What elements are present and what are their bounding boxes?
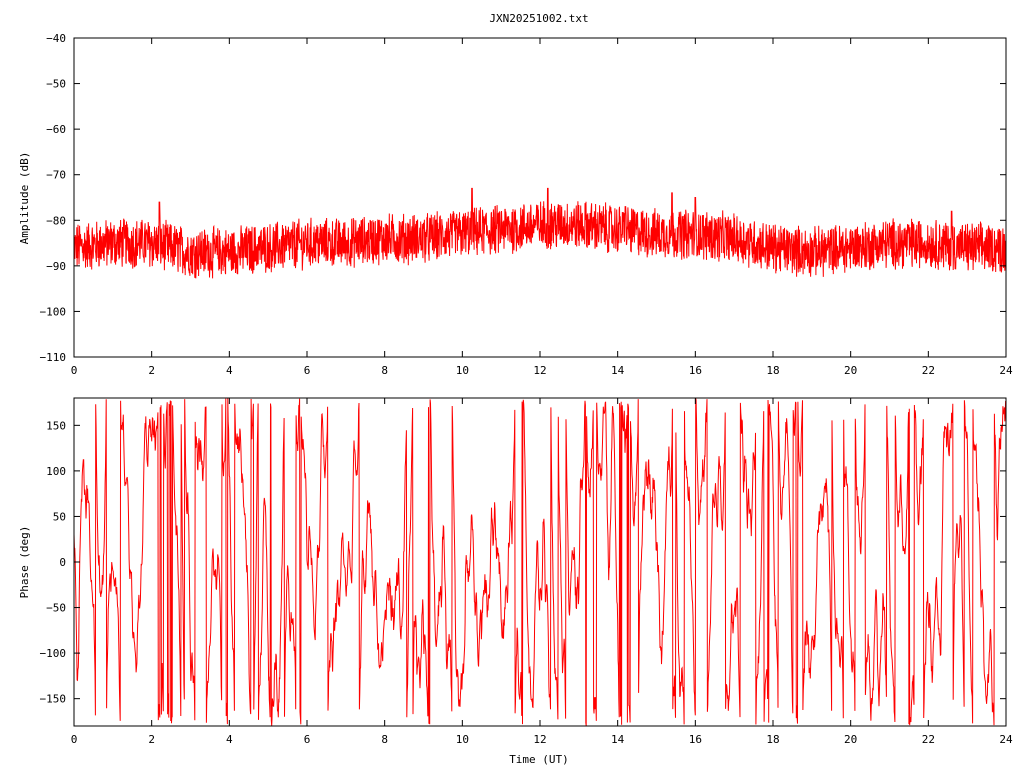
phase-x-tick-label: 16 — [689, 733, 702, 746]
amplitude-x-tick-label: 16 — [689, 364, 702, 377]
amplitude-x-tick-label: 14 — [611, 364, 625, 377]
amplitude-series — [73, 187, 1007, 279]
phase-x-tick-label: 22 — [922, 733, 935, 746]
amplitude-y-tick-label: −80 — [46, 214, 66, 227]
phase-panel: 0 2 4 6 8 10 12 14 16 18 20 22 24150100500−50−100−15… — [18, 397, 1013, 766]
amplitude-axes: 0 2 4 6 8 10 12 14 16 18 20 22 24−40−50−60−70−80−90−… — [40, 32, 1013, 377]
amplitude-x-tick-label: 20 — [844, 364, 857, 377]
phase-y-tick-label: 50 — [53, 510, 66, 523]
phase-axes: 0 2 4 6 8 10 12 14 16 18 20 22 24150100500−50−100−15… — [40, 398, 1013, 746]
amplitude-x-tick-label: 8 — [381, 364, 388, 377]
amplitude-y-tick-label: −100 — [40, 305, 67, 318]
phase-x-tick-label: 12 — [533, 733, 546, 746]
phase-y-tick-label: 150 — [46, 419, 66, 432]
phase-x-tick-label: 24 — [999, 733, 1013, 746]
phase-x-tick-label: 8 — [381, 733, 388, 746]
phase-x-tick-label: 4 — [226, 733, 233, 746]
amplitude-y-tick-label: −60 — [46, 123, 66, 136]
amplitude-y-tick-label: −40 — [46, 32, 66, 45]
chart-title: JXN20251002.txt — [489, 12, 588, 25]
amplitude-y-tick-label: −110 — [40, 351, 67, 364]
phase-y-axis-label: Phase (deg) — [18, 526, 31, 599]
phase-y-tick-label: 100 — [46, 465, 66, 478]
amplitude-x-tick-label: 2 — [148, 364, 155, 377]
amplitude-x-tick-label: 12 — [533, 364, 546, 377]
phase-x-tick-label: 2 — [148, 733, 155, 746]
phase-y-tick-label: 0 — [59, 556, 66, 569]
x-axis-label: Time (UT) — [509, 753, 569, 766]
phase-y-tick-label: −150 — [40, 693, 67, 706]
phase-x-tick-label: 20 — [844, 733, 857, 746]
amplitude-x-tick-label: 24 — [999, 364, 1013, 377]
amplitude-x-tick-label: 4 — [226, 364, 233, 377]
amplitude-x-tick-label: 0 — [71, 364, 78, 377]
amplitude-y-tick-label: −90 — [46, 260, 66, 273]
phase-x-tick-label: 18 — [766, 733, 779, 746]
amplitude-x-tick-label: 10 — [456, 364, 469, 377]
amplitude-series-line — [73, 187, 1007, 279]
phase-y-tick-label: −50 — [46, 602, 66, 615]
amplitude-x-tick-label: 18 — [766, 364, 779, 377]
phase-x-tick-label: 10 — [456, 733, 469, 746]
phase-series-line — [73, 398, 1007, 726]
phase-x-tick-label: 14 — [611, 733, 625, 746]
phase-x-tick-label: 0 — [71, 733, 78, 746]
amplitude-x-tick-label: 22 — [922, 364, 935, 377]
amplitude-y-tick-label: −70 — [46, 169, 66, 182]
amplitude-y-axis-label: Amplitude (dB) — [18, 152, 31, 245]
amplitude-x-tick-label: 6 — [304, 364, 311, 377]
amplitude-y-tick-label: −50 — [46, 78, 66, 91]
amplitude-panel: 0 2 4 6 8 10 12 14 16 18 20 22 24−40−50−60−70−80−90−… — [18, 32, 1013, 377]
phase-x-tick-label: 6 — [304, 733, 311, 746]
phase-series — [73, 398, 1007, 726]
phase-y-tick-label: −100 — [40, 647, 67, 660]
